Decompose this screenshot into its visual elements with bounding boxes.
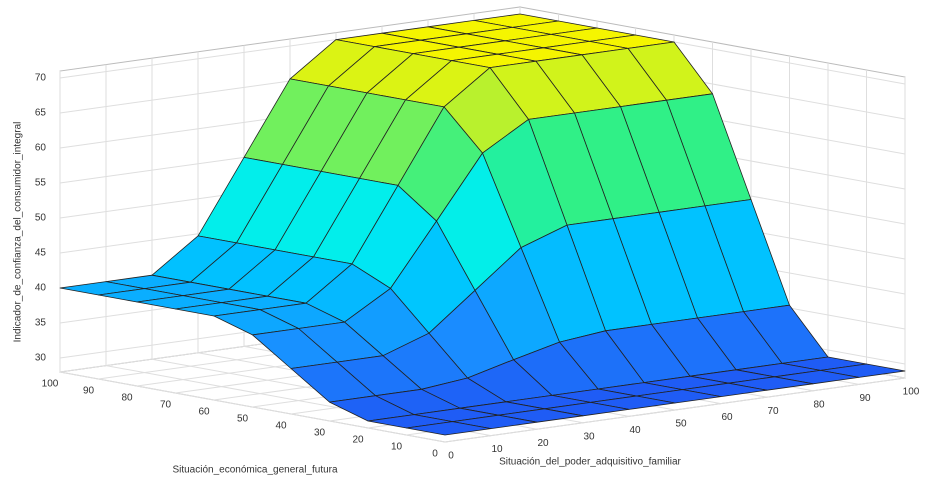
z-tick-label: 70: [35, 73, 47, 84]
x-axis-label: Situación_del_poder_adquisitivo_familiar: [499, 457, 681, 468]
y-axis-label: Situación_económica_general_futura: [172, 465, 338, 476]
x-tick-label: 20: [537, 438, 549, 449]
y-tick-label: 20: [352, 435, 364, 446]
y-tick-label: 0: [432, 449, 438, 460]
y-tick-label: 40: [275, 421, 287, 432]
z-tick-label: 45: [35, 248, 47, 259]
x-tick-label: 50: [675, 419, 687, 430]
y-tick-label: 100: [42, 379, 59, 390]
tick-labels: 0 10 20 30 40 50 60 70 80 90 100 0 10 20 30 40 50 60 70 80 9…: [35, 73, 920, 462]
y-tick-label: 60: [198, 407, 210, 418]
y-tick-label: 70: [160, 400, 172, 411]
z-tick-label: 50: [35, 213, 47, 224]
z-tick-label: 55: [35, 178, 47, 189]
z-tick-label: 65: [35, 108, 47, 119]
grid-line: [444, 377, 906, 443]
surface-patch: [406, 421, 492, 436]
y-tick-label: 10: [391, 442, 403, 453]
surface: [59, 13, 906, 436]
x-tick-label: 90: [859, 393, 871, 404]
z-tick-label: 30: [35, 353, 47, 364]
x-tick-label: 30: [583, 431, 595, 442]
y-tick-label: 80: [121, 393, 133, 404]
x-tick-label: 80: [813, 399, 825, 410]
x-tick-label: 40: [629, 425, 641, 436]
y-tick-label: 90: [83, 386, 95, 397]
x-tick-label: 70: [767, 406, 779, 417]
z-axis-label: Indicador_de_confianza_del_consumidor_in…: [13, 122, 24, 343]
z-tick-label: 35: [35, 318, 47, 329]
x-tick-label: 60: [721, 412, 733, 423]
z-tick-label: 40: [35, 283, 47, 294]
x-tick-label: 0: [448, 451, 454, 462]
x-tick-label: 10: [491, 444, 503, 455]
x-tick-label: 100: [903, 387, 920, 398]
z-tick-label: 60: [35, 143, 47, 154]
y-tick-label: 50: [237, 414, 249, 425]
y-tick-label: 30: [314, 428, 326, 439]
